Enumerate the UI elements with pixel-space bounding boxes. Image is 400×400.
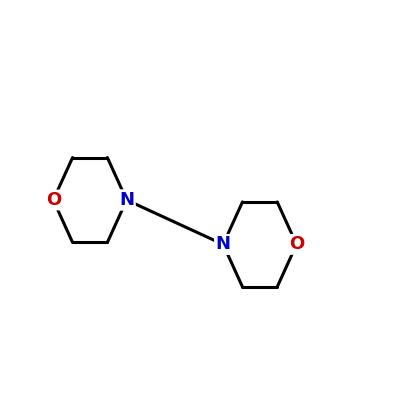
Text: O: O [289,236,304,254]
Text: N: N [216,236,231,254]
Text: N: N [119,191,134,209]
Text: O: O [46,191,61,209]
Text: N: N [119,191,134,209]
Text: N: N [216,236,231,254]
